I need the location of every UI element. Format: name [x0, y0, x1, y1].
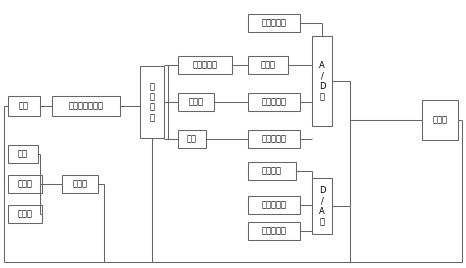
- FancyBboxPatch shape: [248, 222, 300, 240]
- FancyBboxPatch shape: [248, 56, 288, 74]
- FancyBboxPatch shape: [422, 100, 458, 140]
- Text: 循环水泵: 循环水泵: [262, 166, 282, 176]
- Text: 控制器: 控制器: [432, 116, 447, 125]
- FancyBboxPatch shape: [178, 93, 214, 111]
- Text: 试验间: 试验间: [18, 210, 33, 218]
- Text: 二位二通阀: 二位二通阀: [261, 200, 287, 210]
- FancyBboxPatch shape: [248, 162, 296, 180]
- FancyBboxPatch shape: [8, 96, 40, 116]
- Text: 温度传感器: 温度传感器: [261, 135, 287, 143]
- Text: 压力表: 压力表: [189, 98, 204, 106]
- FancyBboxPatch shape: [312, 36, 332, 126]
- Text: 油箱: 油箱: [187, 135, 197, 143]
- FancyBboxPatch shape: [140, 66, 164, 138]
- Text: D
/
A
卡: D / A 卡: [319, 186, 325, 226]
- FancyBboxPatch shape: [8, 175, 42, 193]
- Text: 配电箱: 配电箱: [73, 180, 88, 188]
- Text: 试
验
容
器: 试 验 容 器: [150, 82, 155, 122]
- Text: 应变仪: 应变仪: [260, 61, 275, 69]
- FancyBboxPatch shape: [52, 96, 120, 116]
- Text: 压力变送器: 压力变送器: [261, 98, 287, 106]
- Text: 波形发生器: 波形发生器: [261, 18, 287, 28]
- FancyBboxPatch shape: [248, 130, 300, 148]
- FancyBboxPatch shape: [62, 175, 98, 193]
- Text: 电阻应变片: 电阻应变片: [192, 61, 218, 69]
- FancyBboxPatch shape: [248, 196, 300, 214]
- FancyBboxPatch shape: [248, 14, 300, 32]
- Text: 电磁比例溢流阀: 电磁比例溢流阀: [69, 102, 103, 110]
- FancyBboxPatch shape: [178, 56, 232, 74]
- Text: A
/
D
卡: A / D 卡: [319, 61, 325, 101]
- FancyBboxPatch shape: [248, 93, 300, 111]
- Text: 三位四通阀: 三位四通阀: [261, 226, 287, 236]
- Text: 泵房: 泵房: [18, 150, 28, 158]
- Text: 控制室: 控制室: [18, 180, 33, 188]
- FancyBboxPatch shape: [178, 130, 206, 148]
- FancyBboxPatch shape: [8, 145, 38, 163]
- Text: 泵站: 泵站: [19, 102, 29, 110]
- FancyBboxPatch shape: [312, 178, 332, 234]
- FancyBboxPatch shape: [8, 205, 42, 223]
